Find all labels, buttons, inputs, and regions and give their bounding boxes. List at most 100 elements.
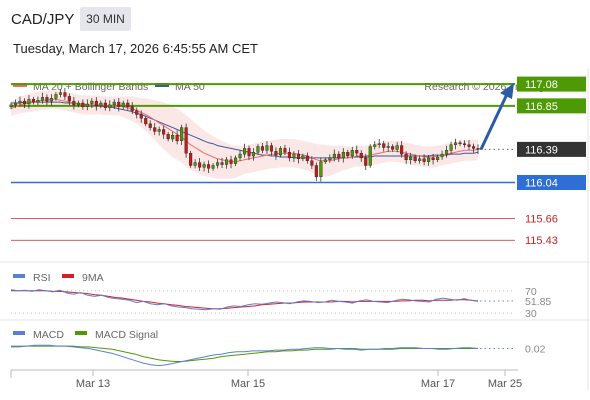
candle-body: [332, 153, 336, 159]
candle-body: [139, 114, 143, 119]
candle-body: [400, 145, 404, 155]
candle-body: [274, 151, 278, 156]
candle-body: [368, 146, 372, 166]
macd-current-value: 0.02: [525, 344, 546, 356]
candle-body: [99, 102, 103, 106]
candle-body: [413, 156, 417, 161]
x-tick-label: Mar 17: [421, 378, 455, 390]
candle-body: [445, 150, 449, 155]
candle-body: [305, 155, 309, 161]
candle-body: [314, 165, 318, 178]
candle-body: [166, 133, 170, 140]
candle-body: [27, 98, 31, 105]
rsi-ma-legend-label: 9MA: [82, 272, 104, 284]
candle-body: [157, 129, 161, 132]
candle-body: [260, 146, 265, 151]
level-label-116.39: 116.39: [525, 144, 558, 156]
candle-body: [171, 134, 175, 140]
candle-body: [373, 144, 377, 147]
candle-body: [422, 158, 426, 162]
rsi-level-label-30: 30: [525, 308, 537, 320]
candle-body: [436, 156, 440, 160]
ma50-legend-label: MA 50: [175, 81, 205, 93]
candle-body: [108, 104, 112, 108]
projection-arrow-head: [500, 83, 514, 100]
level-label-115.43: 115.43: [525, 235, 558, 247]
candle-body: [211, 165, 215, 169]
candle-body: [153, 127, 157, 132]
x-tick-label: Mar 25: [488, 378, 522, 390]
candle-body: [256, 146, 260, 153]
macd-signal-legend-label: MACD Signal: [95, 329, 158, 341]
candle-body: [454, 142, 458, 145]
candle-body: [386, 146, 390, 148]
candle-body: [144, 117, 148, 125]
candle-body: [346, 151, 350, 157]
candle-body: [126, 102, 130, 107]
candle-body: [13, 102, 18, 106]
rsi-current-value: 51.85: [525, 296, 551, 308]
candle-body: [310, 160, 314, 166]
candle-body: [220, 162, 224, 165]
candle-body: [233, 157, 238, 164]
candle-body: [36, 99, 40, 103]
chart-datetime: Tuesday, March 17, 2026 6:45:55 AM CET: [13, 41, 258, 56]
candle-body: [112, 101, 116, 106]
candle-body: [269, 145, 274, 152]
candle-body: [184, 127, 188, 154]
candle-body: [301, 155, 305, 159]
candle-body: [224, 159, 229, 165]
candle-body: [202, 164, 206, 168]
candle-body: [319, 161, 323, 177]
rsi-legend-swatch: [13, 274, 25, 278]
candle-body: [476, 148, 480, 150]
macd-signal-legend-swatch: [75, 331, 87, 335]
candle-body: [31, 98, 35, 103]
macd-legend-swatch: [13, 331, 25, 335]
candle-body: [323, 159, 327, 162]
candle-body: [247, 148, 251, 157]
candle-body: [449, 144, 453, 151]
candle-body: [418, 158, 422, 161]
rsi-ma-line: [11, 290, 479, 310]
symbol-title: CAD/JPY: [11, 11, 75, 28]
candle-body: [242, 148, 247, 155]
macd-legend-label: MACD: [33, 329, 64, 341]
candle-body: [94, 100, 98, 106]
candle-body: [72, 100, 76, 106]
timeframe-button[interactable]: 30 MIN: [80, 7, 131, 31]
candle-body: [85, 103, 89, 107]
bollinger-band-area: [11, 89, 478, 179]
candle-body: [463, 143, 467, 145]
candle-body: [296, 153, 301, 160]
candle-body: [180, 127, 184, 141]
macd-line: [11, 344, 479, 367]
candle-body: [135, 110, 139, 115]
candle-body: [40, 97, 44, 101]
candle-body: [364, 157, 368, 166]
candle-body: [265, 145, 269, 151]
level-tag-116.85: [517, 98, 586, 114]
candle-body: [395, 145, 399, 150]
candle-body: [18, 100, 22, 104]
candle-body: [292, 153, 296, 159]
level-label-116.85: 116.85: [525, 101, 558, 113]
candle-body: [54, 94, 58, 99]
projection-arrow: [479, 83, 514, 151]
candle-body: [238, 153, 242, 159]
candle-body: [391, 146, 395, 150]
level-tag-116.39: [517, 141, 586, 157]
candle-body: [355, 150, 359, 154]
rsi-ma-legend-swatch: [62, 274, 74, 278]
candle-body: [458, 142, 462, 145]
candle-body: [431, 157, 435, 160]
candle-body: [467, 144, 471, 147]
candle-body: [162, 129, 166, 135]
level-label-115.66: 115.66: [525, 213, 558, 225]
candle-body: [103, 102, 107, 108]
candle-body: [440, 153, 444, 158]
candle-body: [409, 156, 413, 160]
candle-body: [382, 143, 386, 148]
candle-body: [404, 153, 408, 161]
